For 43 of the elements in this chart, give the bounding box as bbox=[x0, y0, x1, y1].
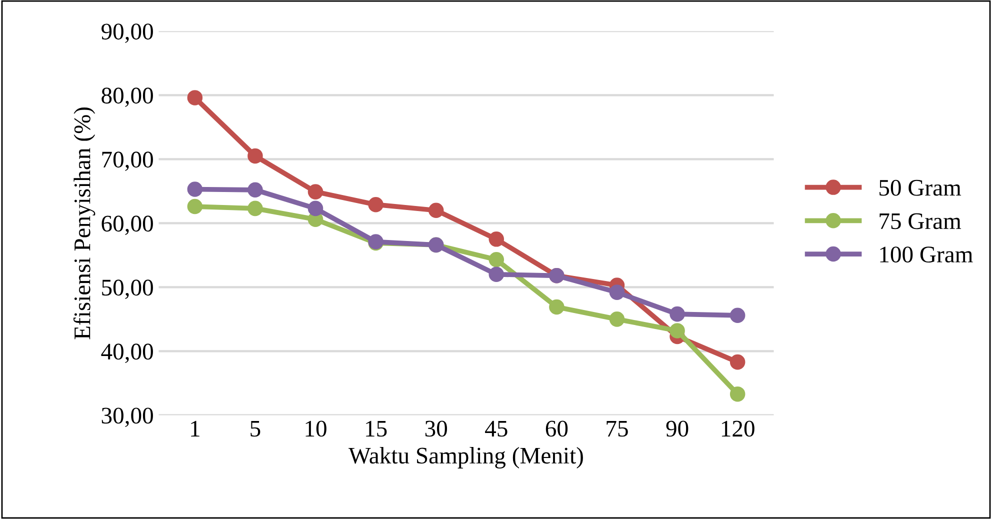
x-tick-label: 10 bbox=[306, 420, 326, 437]
point bbox=[187, 198, 203, 214]
legend-label: 75 Gram bbox=[880, 213, 962, 230]
x-tick-label: 30 bbox=[425, 420, 447, 437]
point bbox=[308, 200, 324, 216]
point bbox=[308, 184, 324, 200]
x-tick-label: 60 bbox=[546, 420, 568, 437]
x-tick-label: 120 bbox=[722, 420, 754, 437]
y-tick-label: 70,00 bbox=[102, 152, 153, 171]
point bbox=[248, 182, 263, 198]
legend-label: 50 Gram bbox=[880, 180, 962, 196]
x-tick-label: 90 bbox=[666, 420, 688, 437]
point bbox=[549, 299, 564, 315]
point bbox=[730, 386, 746, 402]
point bbox=[488, 252, 504, 268]
point bbox=[248, 200, 263, 216]
point bbox=[428, 202, 444, 218]
x-axis-title: Waktu Sampling (Menit) bbox=[348, 447, 583, 469]
x-tick-label: 15 bbox=[366, 420, 387, 437]
x-tick-label: 75 bbox=[606, 420, 628, 437]
point bbox=[609, 284, 625, 300]
y-tick-label: 60,00 bbox=[102, 216, 153, 235]
x-tick-label: 1 bbox=[191, 420, 200, 436]
point bbox=[670, 306, 685, 322]
point bbox=[187, 90, 203, 106]
y-axis-title: Efisiensi Penyisihan (%) bbox=[73, 107, 96, 340]
legend-label: 100 Gram bbox=[880, 246, 973, 263]
y-tick-label: 30,00 bbox=[102, 408, 153, 428]
point bbox=[730, 308, 746, 323]
point bbox=[248, 148, 263, 164]
point bbox=[609, 312, 625, 327]
point bbox=[488, 266, 504, 282]
point bbox=[730, 354, 746, 370]
y-tick-label: 90,00 bbox=[101, 24, 153, 43]
y-tick-label: 80,00 bbox=[102, 88, 153, 107]
x-tick-label: 45 bbox=[485, 420, 508, 437]
y-tick-label: 40,00 bbox=[101, 344, 153, 364]
x-tick-label: 5 bbox=[250, 420, 260, 437]
point bbox=[670, 323, 685, 338]
point bbox=[488, 232, 504, 247]
y-tick-label: 50,00 bbox=[102, 280, 153, 299]
point bbox=[187, 182, 203, 197]
point bbox=[368, 196, 384, 212]
